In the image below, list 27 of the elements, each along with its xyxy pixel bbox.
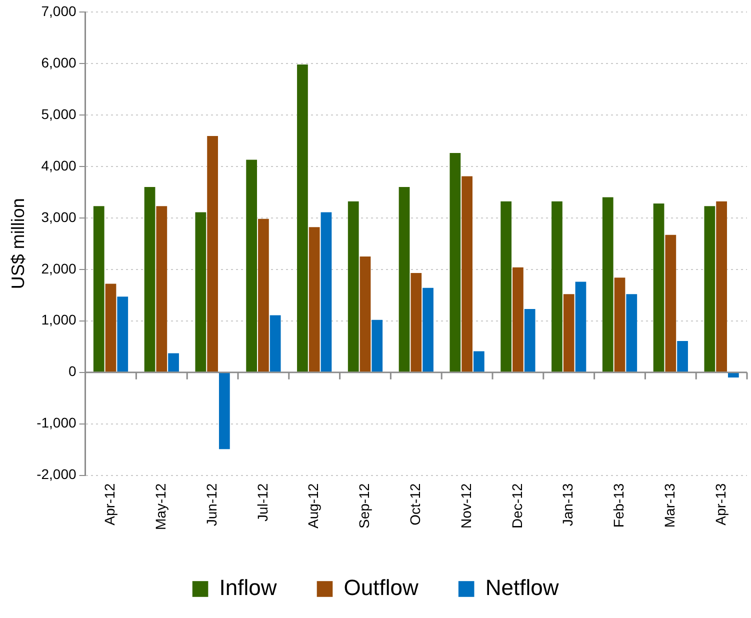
x-tick-label: Jul-12 (254, 483, 270, 522)
y-tick-label: 7,000 (41, 2, 76, 19)
x-tick-label: Jan-13 (560, 483, 576, 526)
y-tick-label: -1,000 (36, 414, 77, 431)
y-tick-label: 5,000 (41, 106, 76, 122)
x-tick-label: Apr-13 (712, 483, 728, 526)
x-tick-label: Mar-13 (662, 483, 678, 528)
y-tick-label: 6,000 (41, 54, 76, 70)
y-tick-label: 4,000 (41, 157, 76, 174)
x-tick-label: Aug-12 (305, 483, 322, 528)
y-tick-label: 2,000 (41, 260, 76, 276)
y-tick-label: -2,000 (36, 466, 77, 482)
x-tick-label: May-12 (152, 483, 169, 530)
y-axis-title: US$ million (8, 198, 28, 290)
x-tick-label: Oct-12 (407, 483, 424, 526)
y-tick-label: 0 (68, 363, 76, 380)
legend-label: Netflow (485, 575, 559, 600)
y-tick-label: 3,000 (41, 208, 76, 225)
x-tick-label: Dec-12 (508, 483, 525, 528)
y-tick-label: 1,000 (41, 312, 76, 328)
x-tick-label: Feb-13 (610, 483, 627, 528)
x-tick-label: Jun-12 (203, 483, 220, 526)
x-tick-label: Apr-12 (102, 483, 118, 526)
x-tick-label: Sep-12 (356, 483, 372, 528)
legend-label: Inflow (219, 575, 277, 600)
legend-label: Outflow (344, 575, 418, 600)
x-tick-label: Nov-12 (458, 483, 474, 528)
